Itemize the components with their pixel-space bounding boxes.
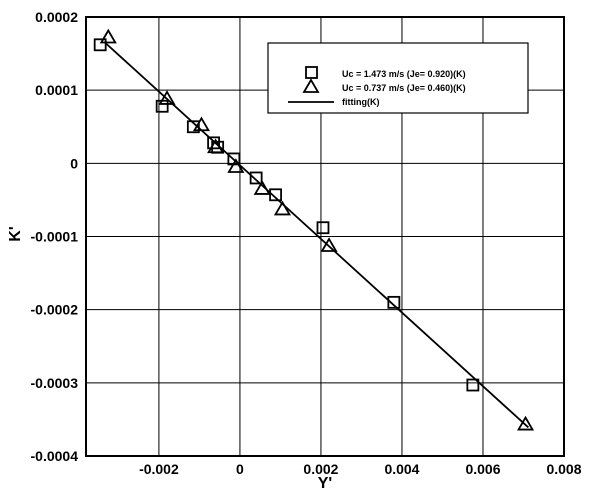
x-tick-label: 0.008: [546, 461, 581, 477]
triangle-point: [158, 90, 176, 105]
x-axis-ticks: -0.002 0 0.002 0.004 0.006 0.008: [139, 461, 582, 477]
square-point: [387, 295, 401, 309]
triangle-point: [273, 200, 292, 216]
square-point: [207, 136, 221, 150]
x-tick-label: 0.002: [303, 461, 338, 477]
legend: Uc = 1.473 m/s (Je= 0.920)(K) Uc = 0.737…: [267, 42, 529, 114]
y-tick-label: -0.0002: [31, 302, 79, 318]
y-tick-label: -0.0001: [31, 229, 79, 245]
x-tick-label: 0.006: [465, 461, 500, 477]
square-point: [249, 171, 263, 185]
square-point: [155, 99, 169, 113]
triangle-point: [207, 138, 225, 154]
y-tick-label: -0.0003: [31, 375, 79, 391]
legend-label-series-2: Uc = 0.737 m/s (Je= 0.460)(K): [342, 83, 466, 93]
triangle-point: [516, 415, 535, 431]
data-marks: [93, 28, 535, 431]
fitting-line: [103, 41, 529, 429]
triangle-point: [253, 180, 271, 195]
x-tick-label: 0: [236, 461, 244, 477]
y-tick-label: 0.0002: [35, 9, 78, 25]
y-tick-label: 0: [70, 155, 78, 171]
y-tick-label: 0.0001: [35, 82, 78, 98]
y-tick-label: -0.0004: [31, 448, 79, 464]
legend-label-series-1: Uc = 1.473 m/s (Je= 0.920)(K): [342, 69, 466, 79]
square-point: [186, 120, 200, 134]
legend-label-fitting: fitting(K): [342, 97, 379, 107]
legend-triangle-marker: [302, 78, 320, 93]
x-axis-label: Y': [318, 475, 332, 492]
plot-frame: [85, 16, 565, 457]
triangle-point: [320, 237, 338, 252]
square-point: [466, 378, 480, 392]
x-tick-label: 0.004: [384, 461, 419, 477]
legend-square-marker: [305, 66, 318, 79]
square-point: [93, 38, 107, 52]
y-axis-ticks: 0.0002 0.0001 0 -0.0001 -0.0002 -0.0003 -0.000…: [31, 9, 79, 464]
triangle-point: [192, 116, 211, 132]
triangle-point: [99, 28, 117, 44]
square-point: [316, 221, 330, 235]
y-axis-label: K': [7, 226, 24, 241]
x-tick-label: -0.002: [139, 461, 179, 477]
triangle-point: [227, 158, 245, 173]
